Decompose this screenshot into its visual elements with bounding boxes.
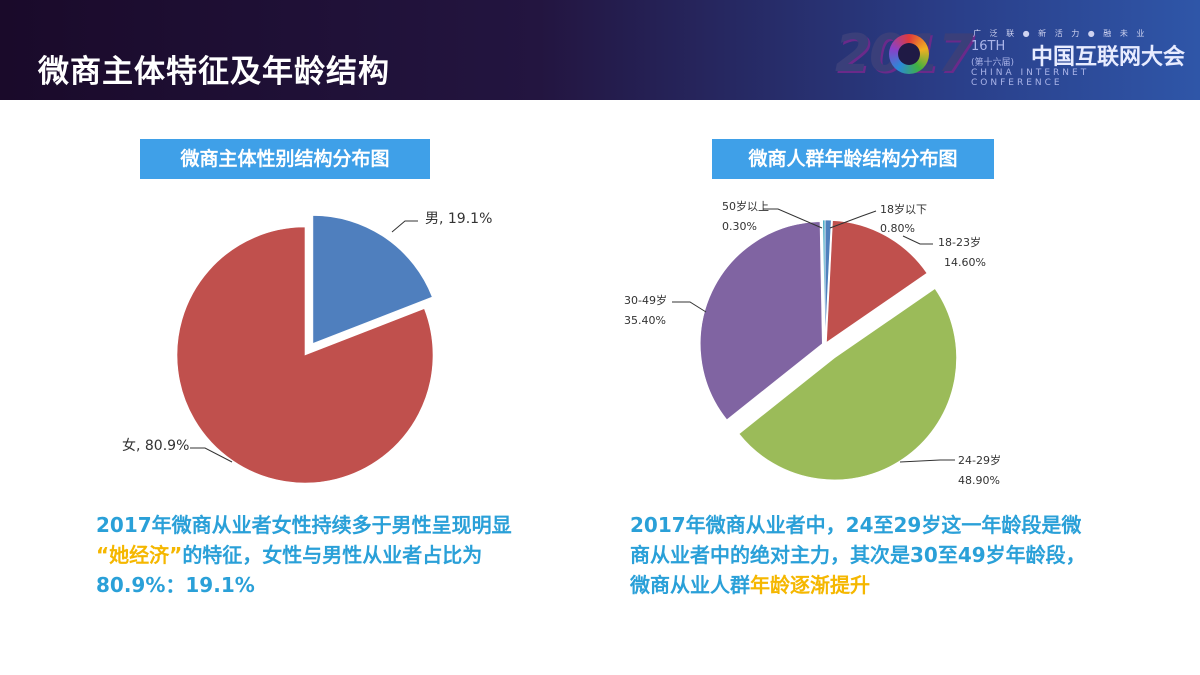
age-chart-title: 微商人群年龄结构分布图 [712,139,994,179]
age-leader-1 [902,235,933,245]
gender-slice-1 [176,226,434,484]
age-value-4: 0.30% [722,220,757,233]
age-caption-line2: 商从业者中的绝对主力，其次是30至49岁年龄段， [630,543,1086,567]
logo-top-line: 广 泛 联 ● 新 活 力 ● 融 未 业 [973,29,1148,38]
age-caption-line3: 微商从业人群年龄逐渐提升 [630,570,1150,600]
age-leader-3 [672,301,707,313]
highlight-text: 她经济 [109,543,170,567]
highlight-text: 年龄逐渐提升 [750,573,870,597]
logo-ring-icon [889,34,929,74]
age-slice-4 [822,219,826,343]
age-value-2: 48.90% [958,474,1000,487]
logo-name-cn: 中国互联网大会 [1031,45,1186,70]
age-leader-2 [899,459,955,463]
gender-caption-line1: 2017年微商从业者女性持续多于男性呈现明显 [96,513,512,537]
age-slice-1 [826,220,928,343]
age-label-4: 50岁以上 [722,199,769,213]
conference-logo: 2017 广 泛 联 ● 新 活 力 ● 融 未 业 16TH (第十六届) 中… [835,24,1186,88]
age-leader-4 [763,208,823,229]
gender-caption-line2: “她经济”的特征，女性与男性从业者占比为 [96,540,576,570]
age-caption: 2017年微商从业者中，24至29岁这一年龄段是微 商从业者中的绝对主力，其次是… [630,510,1150,600]
age-value-0: 0.80% [880,222,915,235]
logo-edition: 16TH [971,39,1006,54]
age-caption-line3-pre: 微商从业人群 [630,573,750,597]
gender-caption-line2-rest: 的特征，女性与男性从业者占比为 [182,543,483,567]
logo-session: (第十六届) [971,58,1015,68]
gender-chart-title: 微商主体性别结构分布图 [140,139,430,179]
gender-label-female: 女, 80.9% [122,437,189,454]
age-slice-3 [699,221,823,421]
age-label-2: 24-29岁 [958,453,1001,467]
age-label-3: 30-49岁 [624,293,667,307]
page-title: 微商主体特征及年龄结构 [38,54,390,90]
gender-leader-male [391,220,418,233]
gender-leader-female [190,447,233,463]
age-value-1: 14.60% [944,256,986,269]
gender-label-male: 男, 19.1% [425,211,492,227]
age-value-3: 35.40% [624,314,666,327]
age-leader-0 [829,210,877,229]
age-slice-2 [738,288,957,481]
gender-caption: 2017年微商从业者女性持续多于男性呈现明显 “她经济”的特征，女性与男性从业者… [96,510,576,600]
age-label-1: 18-23岁 [938,235,981,249]
quote-open: “ [96,543,110,567]
header-bar: 微商主体特征及年龄结构 2017 广 泛 联 ● 新 活 力 ● 融 未 业 1… [0,0,1200,100]
gender-caption-line3: 80.9%：19.1% [96,573,255,597]
logo-name-en: CHINA INTERNET CONFERENCE [971,68,1090,88]
age-label-0: 18岁以下 [880,202,927,216]
quote-close: ” [169,543,183,567]
age-caption-line1: 2017年微商从业者中，24至29岁这一年龄段是微 [630,513,1082,537]
gender-slice-0 [312,215,433,344]
